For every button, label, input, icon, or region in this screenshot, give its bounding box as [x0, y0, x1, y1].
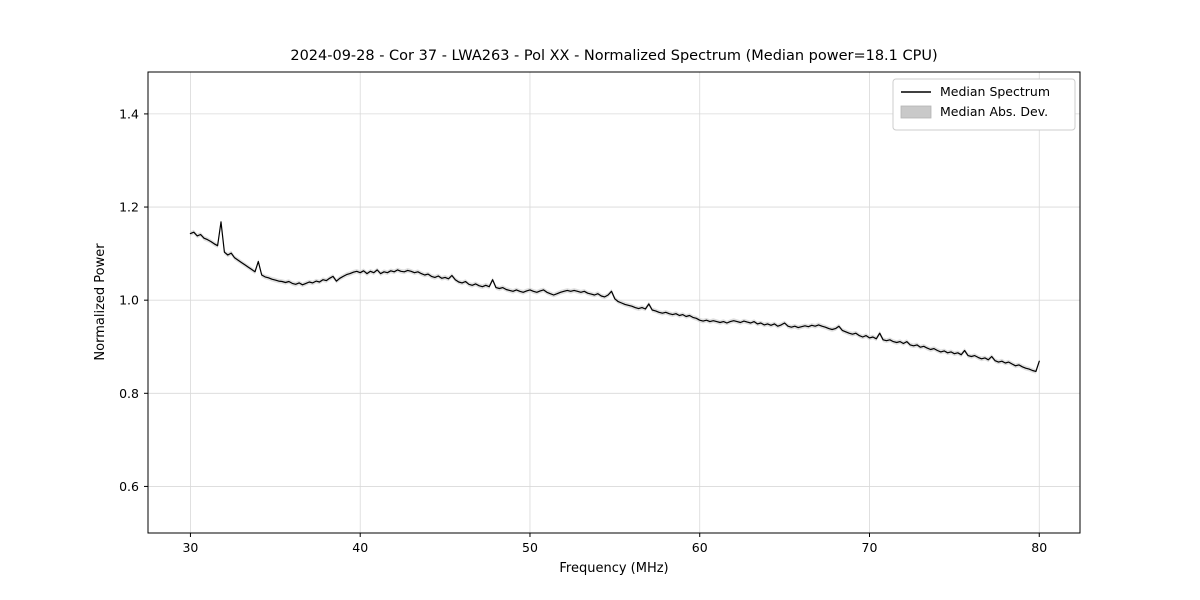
y-tick-label: 1.4: [119, 106, 139, 121]
legend-label-median-abs-dev: Median Abs. Dev.: [940, 104, 1048, 119]
chart-title: 2024-09-28 - Cor 37 - LWA263 - Pol XX - …: [290, 48, 937, 64]
y-axis-label: Normalized Power: [93, 243, 108, 361]
axes-frame: [147, 71, 1081, 534]
legend-label-median-spectrum: Median Spectrum: [940, 84, 1050, 99]
x-tick-label: 70: [862, 540, 878, 555]
tick-layer: 30 40 50 60 70 80 0.6 0.8 1.0 1.2 1.4: [119, 106, 1047, 555]
x-tick-label: 30: [182, 540, 198, 555]
legend-box: [892, 78, 1076, 131]
grid-layer: [148, 72, 1080, 533]
x-tick-label: 80: [1031, 540, 1047, 555]
y-tick-label: 0.6: [119, 479, 139, 494]
legend-patch-sample: [900, 105, 932, 119]
y-tick-label: 1.0: [119, 293, 139, 308]
y-tick-label: 0.8: [119, 386, 139, 401]
median-spectrum-line: [189, 221, 1040, 372]
legend: Median Spectrum Median Abs. Dev.: [892, 78, 1076, 131]
x-tick-label: 60: [692, 540, 708, 555]
series-layer: [189, 219, 1040, 374]
x-axis-label: Frequency (MHz): [559, 561, 668, 576]
y-tick-label: 1.2: [119, 200, 139, 215]
x-tick-label: 50: [522, 540, 538, 555]
x-tick-label: 40: [352, 540, 368, 555]
median-abs-dev-band: [190, 219, 1040, 374]
